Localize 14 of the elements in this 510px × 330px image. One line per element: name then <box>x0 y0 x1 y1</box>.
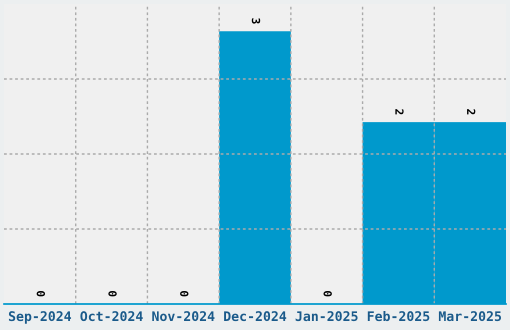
data-label: 0 <box>323 291 332 296</box>
x-tick-label: Mar-2025 <box>438 311 502 322</box>
x-tick-label: Sep-2024 <box>8 311 72 324</box>
data-label: 0 <box>180 291 188 296</box>
x-tick-label: Feb-2025 <box>368 310 430 322</box>
data-label: 0 <box>36 291 46 296</box>
x-tick-label: Dec-2024 <box>224 311 286 322</box>
x-tick-label: Oct-2024 <box>80 311 143 322</box>
data-label: 2 <box>467 109 476 114</box>
data-label: 0 <box>108 291 117 296</box>
x-tick-label: Nov-2024 <box>152 311 214 322</box>
data-label: 3 <box>252 18 260 24</box>
data-label: 2 <box>395 109 404 114</box>
x-tick-label: Jan-2025 <box>296 311 358 322</box>
